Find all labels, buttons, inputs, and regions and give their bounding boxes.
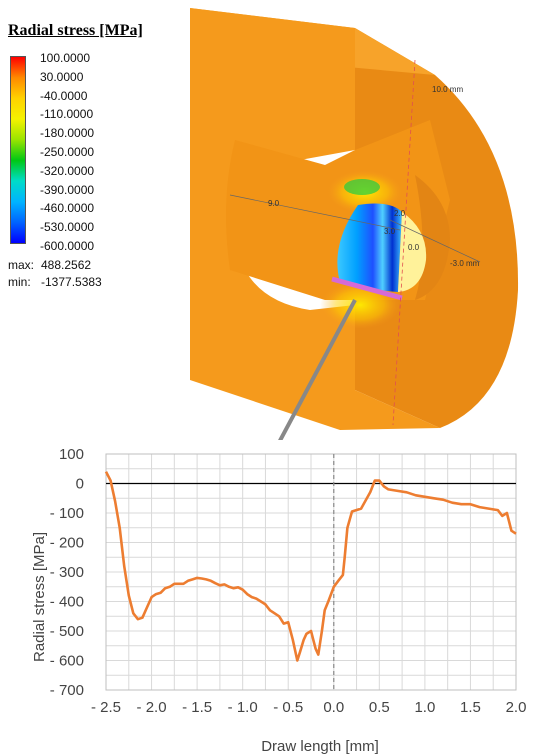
- y-tick-label: 100: [59, 446, 84, 463]
- dimension-label: 9.0: [268, 199, 280, 208]
- measure-path-marker: [331, 276, 403, 301]
- chart-series: [104, 471, 517, 662]
- legend-tick-label: -40.0000: [40, 88, 88, 103]
- y-tick-label: 0: [76, 476, 84, 493]
- x-tick-label: - 0.5: [273, 699, 303, 716]
- x-tick-label: 2.0: [506, 699, 527, 716]
- die-section-face: [190, 8, 440, 430]
- legend-tick-label: 100.0000: [40, 51, 91, 65]
- legend-title: Radial stress [MPa]: [8, 22, 143, 39]
- dimension-labels: 10.0 mm 9.0 3.0 2.0 0.0 -3.0 mm: [268, 85, 480, 268]
- min-value: -1377.5383: [41, 275, 102, 289]
- legend-tick-label: 30.0000: [40, 69, 84, 84]
- y-tick-label: - 700: [50, 682, 84, 699]
- max-label: max:: [8, 258, 35, 272]
- x-tick-label: - 2.5: [91, 699, 121, 716]
- y-tick-label: - 100: [50, 505, 84, 522]
- x-tick-label: - 1.5: [182, 699, 212, 716]
- legend-tick-label: -250.0000: [40, 145, 95, 159]
- x-tick-label: 1.0: [414, 699, 435, 716]
- y-tick-label: - 200: [50, 535, 84, 552]
- legend-tick-label: -180.0000: [40, 126, 95, 141]
- chart-axes: [105, 453, 517, 691]
- plot-frame: [105, 453, 517, 691]
- callout-line: [278, 299, 357, 440]
- stress-series-line: [104, 471, 517, 662]
- y-tick-label: - 500: [50, 623, 84, 640]
- ring-inner-face: [398, 212, 427, 292]
- stress-ring: [337, 203, 402, 292]
- max-value: 488.2562: [41, 258, 92, 272]
- stress-chart: - 2.5 - 2.0 - 1.5 - 1.0 - 0.5 0.0 0.5 1.0 1.5 2.0…: [31, 446, 527, 755]
- chart-grid: [105, 453, 517, 691]
- x-tick-label: - 1.0: [228, 699, 258, 716]
- min-label: min:: [8, 275, 31, 289]
- y-tick-label: - 600: [50, 653, 84, 670]
- dimension-label: 2.0: [394, 209, 406, 218]
- x-tick-label: 0.0: [323, 699, 344, 716]
- dimension-label: 10.0 mm: [432, 85, 463, 94]
- y-axis-label: Radial stress [MPa]: [31, 532, 48, 662]
- max-stat: max: 488.2562: [8, 258, 91, 272]
- die-model-3d: 10.0 mm 9.0 3.0 2.0 0.0 -3.0 mm: [190, 8, 519, 440]
- y-tick-label: - 400: [50, 594, 84, 611]
- chart-ticks: - 2.5 - 2.0 - 1.5 - 1.0 - 0.5 0.0 0.5 1.0 1.5 2.0…: [50, 446, 527, 716]
- dimension-label: 3.0: [384, 227, 396, 236]
- legend-tick-label: -320.0000: [40, 163, 95, 178]
- dimension-label: 0.0: [408, 243, 420, 252]
- x-tick-label: 0.5: [369, 699, 390, 716]
- legend-tick-label: -390.0000: [40, 182, 95, 197]
- contact-glow-green: [344, 179, 380, 195]
- x-tick-label: 1.5: [460, 699, 481, 716]
- legend-tick-label: -530.0000: [40, 220, 95, 235]
- legend-tick-label: -110.0000: [40, 107, 94, 122]
- x-tick-label: - 2.0: [137, 699, 167, 716]
- legend-tick-label: -600.0000: [40, 239, 95, 253]
- y-tick-label: - 300: [50, 564, 84, 581]
- min-stat: min: -1377.5383: [8, 275, 102, 289]
- stress-legend: Radial stress [MPa] 100.0000 30.0000 -40.0…: [0, 0, 175, 300]
- dimension-label: -3.0 mm: [450, 259, 480, 268]
- x-axis-label: Draw length [mm]: [261, 738, 379, 755]
- legend-tick-label: -460.0000: [40, 201, 95, 216]
- color-bar: [10, 56, 26, 244]
